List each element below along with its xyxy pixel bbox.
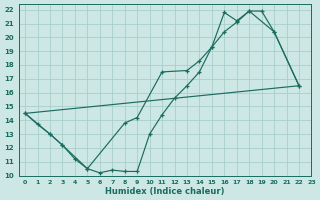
X-axis label: Humidex (Indice chaleur): Humidex (Indice chaleur) — [105, 187, 225, 196]
